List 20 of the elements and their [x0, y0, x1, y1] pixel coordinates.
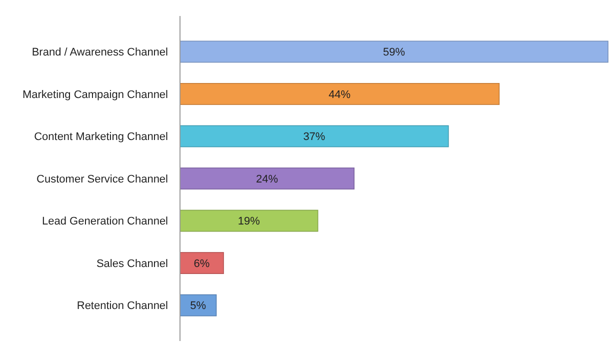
y-tick-label: Customer Service Channel — [36, 173, 168, 186]
data-label: 59% — [382, 46, 406, 59]
data-label: 5% — [190, 300, 206, 312]
bar — [180, 168, 354, 190]
bar — [180, 125, 449, 148]
data-label: 24% — [256, 173, 278, 186]
data-label: 6% — [194, 258, 210, 270]
bar — [180, 210, 318, 232]
y-tick-label: Brand / Awareness Channel — [32, 46, 168, 59]
bar — [180, 83, 500, 105]
data-label: 37% — [303, 131, 326, 144]
data-label: 44% — [328, 88, 351, 101]
y-tick-label: Retention Channel — [76, 300, 168, 312]
bar — [180, 40, 608, 63]
bar — [180, 252, 224, 274]
y-tick-label: Content Marketing Channel — [34, 131, 168, 144]
y-tick-label: Lead Generation Channel — [42, 216, 168, 228]
data-label: 19% — [238, 216, 260, 228]
y-tick-label: Marketing Campaign Channel — [22, 88, 168, 101]
y-tick-label: Sales Channel — [96, 258, 168, 270]
